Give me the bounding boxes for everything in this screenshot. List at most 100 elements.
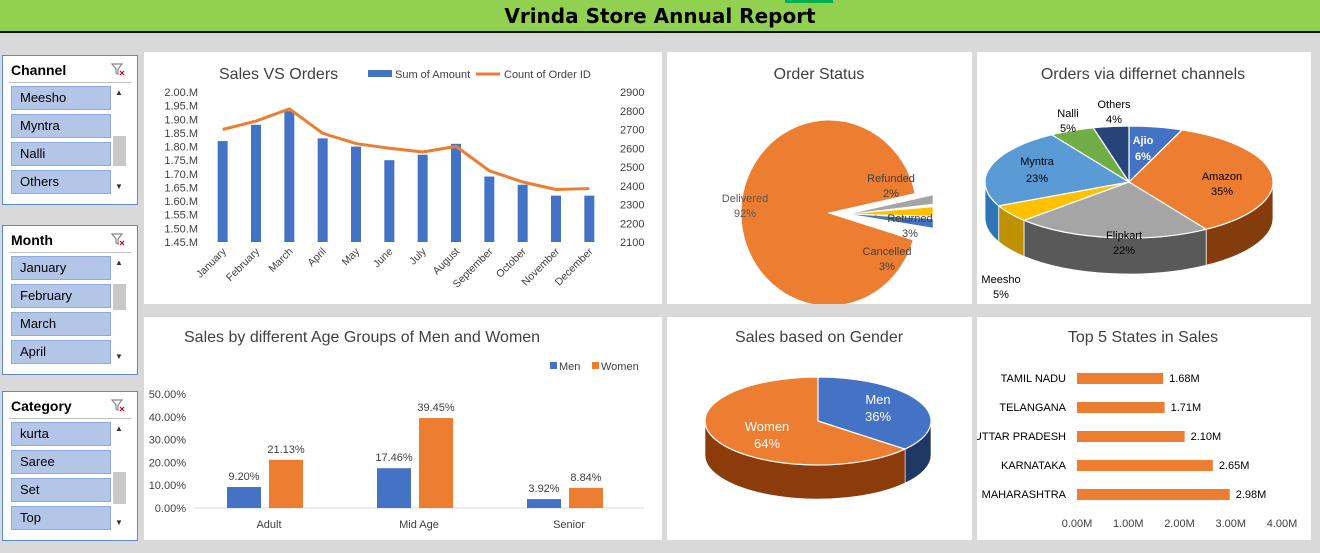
y-left-tick: 1.65.M — [164, 182, 198, 194]
y-left-tick: 1.60.M — [164, 196, 198, 208]
x-tick: February — [224, 245, 263, 284]
age-group-panel: Sales by different Age Groups of Men and… — [144, 317, 662, 540]
pie-slice-men — [817, 376, 932, 450]
bar-women — [569, 487, 603, 508]
data-label: 2.65M — [1219, 460, 1250, 472]
pie-slice-delivered — [740, 119, 916, 307]
data-label: 17.46% — [375, 452, 413, 464]
slice-value: 23% — [1026, 173, 1048, 185]
x-tick: March — [266, 246, 295, 275]
y-tick: 50.00% — [149, 389, 187, 401]
order-status-panel: Order Status Delivered 92% Refunded 2% Return… — [667, 52, 972, 307]
y-right-tick: 2100 — [620, 237, 644, 249]
chart-title: Orders via differnet channels — [1041, 66, 1245, 83]
slicer-divider — [9, 82, 131, 83]
slice-label: Ajio — [1133, 135, 1154, 147]
y-tick: 10.00% — [149, 480, 187, 492]
bar-sum-of-amount — [484, 176, 495, 242]
slice-value: 22% — [1113, 245, 1135, 257]
scroll-up-icon[interactable]: ▲ — [115, 88, 123, 97]
x-tick: 4.00M — [1267, 518, 1298, 530]
x-tick: June — [371, 246, 396, 271]
slice-value: 3% — [879, 261, 895, 273]
y-tick: MAHARASHTRA — [982, 489, 1067, 501]
category-item[interactable]: Top — [11, 506, 111, 530]
y-left-tick: 2.00.M — [164, 87, 198, 99]
filter-clear-icon[interactable] — [110, 62, 125, 76]
channel-item[interactable]: Nalli — [11, 142, 111, 166]
category-item[interactable]: Set — [11, 478, 111, 502]
scroll-up-icon[interactable]: ▲ — [115, 424, 123, 433]
bar-men — [227, 487, 261, 508]
month-slicer[interactable]: Month January February March April ▲ ▼ — [2, 225, 138, 375]
y-tick: TELANGANA — [999, 402, 1066, 414]
scroll-down-icon[interactable]: ▼ — [115, 352, 123, 361]
channel-slicer[interactable]: Channel Meesho Myntra Nalli Others ▲ ▼ — [2, 55, 138, 205]
bar-sum-of-amount — [417, 154, 428, 242]
top-states-panel: Top 5 States in Sales TAMIL NADU 1.68M TELA… — [974, 317, 1311, 540]
scroll-down-icon[interactable]: ▼ — [115, 182, 123, 191]
month-item[interactable]: April — [11, 340, 111, 364]
scroll-down-icon[interactable]: ▼ — [115, 518, 123, 527]
x-tick: 2.00M — [1164, 518, 1195, 530]
y-left-tick: 1.95.M — [164, 101, 198, 113]
month-item[interactable]: March — [11, 312, 111, 336]
x-tick: April — [305, 246, 328, 269]
bar-state — [1077, 373, 1164, 384]
y-tick: 0.00% — [155, 503, 186, 515]
legend-label: Men — [559, 361, 580, 373]
slice-value: 5% — [1060, 123, 1076, 135]
month-item[interactable]: February — [11, 284, 111, 308]
y-tick: TAMIL NADU — [1001, 373, 1066, 385]
scroll-thumb[interactable] — [113, 136, 126, 166]
channel-item[interactable]: Myntra — [11, 114, 111, 138]
filter-clear-icon[interactable] — [110, 232, 125, 246]
slice-label: Women — [745, 419, 790, 434]
legend-swatch-women — [592, 362, 599, 369]
x-tick: Senior — [553, 519, 585, 531]
month-item[interactable]: January — [11, 256, 111, 280]
legend-swatch-men — [550, 362, 557, 369]
category-slicer[interactable]: Category kurta Saree Set Top ▲ ▼ — [2, 391, 138, 541]
leader-line — [874, 214, 882, 220]
line-count-of-order-id — [222, 107, 590, 191]
slicer-scrollbar[interactable]: ▲ ▼ — [111, 422, 127, 534]
bar-sum-of-amount — [517, 184, 528, 242]
slice-label: Delivered — [722, 193, 768, 205]
slice-value: 64% — [754, 436, 780, 451]
slice-value: 2% — [883, 188, 899, 200]
data-label: 8.84% — [570, 472, 601, 484]
channel-orders-panel: Orders via differnet channels Ajio 6% Amazo… — [977, 52, 1311, 304]
sales-vs-orders-panel: Sales VS Orders Sum of Amount Count of Ord… — [144, 52, 662, 304]
bar-sum-of-amount — [251, 124, 261, 242]
top-states-chart: Top 5 States in Sales TAMIL NADU 1.68M TELA… — [974, 329, 1298, 530]
category-item[interactable]: Saree — [11, 450, 111, 474]
scroll-thumb[interactable] — [113, 472, 126, 504]
bar-state — [1077, 460, 1213, 471]
scroll-thumb[interactable] — [113, 284, 126, 310]
channel-item[interactable]: Others — [11, 170, 111, 194]
data-label: 3.92% — [528, 483, 559, 495]
scroll-up-icon[interactable]: ▲ — [115, 258, 123, 267]
slicer-scrollbar[interactable]: ▲ ▼ — [111, 86, 127, 198]
data-label: 21.13% — [267, 444, 305, 456]
chart-title: Sales VS Orders — [219, 66, 338, 83]
data-label: 39.45% — [417, 402, 455, 414]
channel-item[interactable]: Meesho — [11, 86, 111, 110]
data-label: 1.71M — [1171, 402, 1202, 414]
filter-clear-icon[interactable] — [110, 398, 125, 412]
x-tick: 3.00M — [1215, 518, 1246, 530]
bar-women — [269, 459, 303, 508]
category-item[interactable]: kurta — [11, 422, 111, 446]
slicer-scrollbar[interactable]: ▲ ▼ — [111, 256, 127, 368]
y-right-tick: 2800 — [620, 106, 644, 118]
channel-slicer-title: Channel — [11, 62, 67, 78]
gender-panel: Sales based on Gender Men 36% Women 64% — [667, 317, 972, 540]
slice-label: Myntra — [1020, 156, 1055, 168]
x-tick: May — [340, 245, 363, 268]
slicer-divider — [9, 418, 131, 419]
y-tick: 30.00% — [149, 435, 187, 447]
slice-value: 5% — [993, 289, 1009, 301]
chart-title: Order Status — [774, 66, 865, 83]
pie-slice-myntra — [984, 134, 1131, 207]
